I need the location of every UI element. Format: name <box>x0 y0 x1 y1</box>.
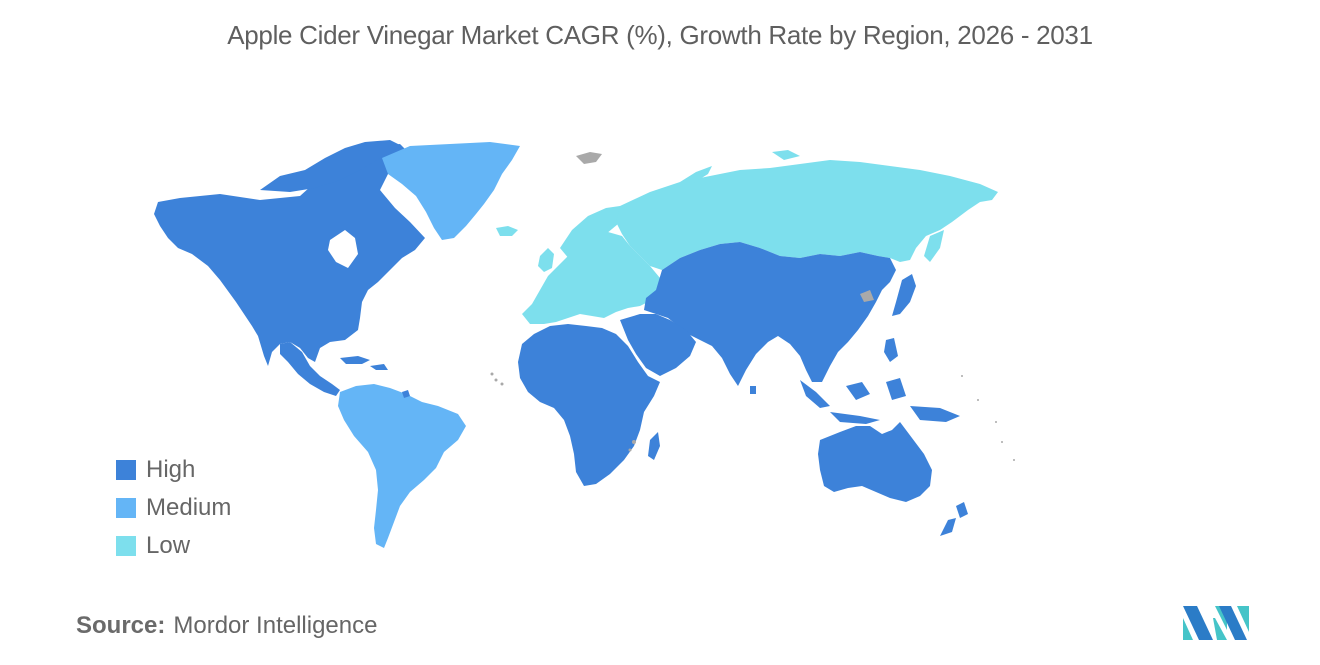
legend-label: Low <box>146 532 191 559</box>
hudson-bay <box>328 230 358 268</box>
region-kamchatka <box>924 230 944 262</box>
source-note: Source: Mordor Intelligence <box>76 612 377 640</box>
region-north-america <box>154 144 425 366</box>
swatch-high <box>116 460 136 480</box>
region-greenland <box>382 142 520 240</box>
legend-item-high: High <box>116 451 231 489</box>
region-australia <box>818 422 932 502</box>
no-data-islands <box>490 372 1015 461</box>
region-philippines <box>884 338 898 362</box>
chart-title: Apple Cider Vinegar Market CAGR (%), Gro… <box>227 20 1093 50</box>
region-uk <box>538 248 554 272</box>
region-iceland <box>496 226 518 236</box>
world-map <box>154 140 1015 548</box>
region-sri-lanka <box>750 386 756 394</box>
region-madagascar <box>648 432 660 460</box>
region-europe <box>522 232 662 324</box>
legend-label: High <box>146 456 196 483</box>
legend: High Medium Low <box>116 451 231 565</box>
region-north-korea <box>860 290 874 302</box>
source-value: Mordor Intelligence <box>173 612 378 639</box>
legend-item-low: Low <box>116 527 231 565</box>
source-label: Source: <box>76 612 166 639</box>
region-french-guiana <box>402 390 410 398</box>
region-middle-east <box>620 314 696 376</box>
region-central-america <box>280 342 340 396</box>
region-japan <box>892 274 916 316</box>
swatch-low <box>116 536 136 556</box>
region-asia <box>644 242 896 386</box>
region-canada-islands <box>260 140 402 192</box>
region-russia <box>616 160 998 270</box>
swatch-medium <box>116 498 136 518</box>
region-svalbard <box>576 152 602 164</box>
region-caribbean <box>340 356 388 370</box>
region-new-zealand <box>940 502 968 536</box>
region-scandinavia <box>560 206 630 260</box>
legend-item-medium: Medium <box>116 489 231 527</box>
region-africa <box>518 324 660 486</box>
region-south-america <box>338 384 466 548</box>
legend-label: Medium <box>146 494 232 521</box>
mordor-logo-icon <box>1183 606 1249 640</box>
region-novaya-zemlya <box>680 150 800 184</box>
region-indonesia <box>800 378 960 424</box>
